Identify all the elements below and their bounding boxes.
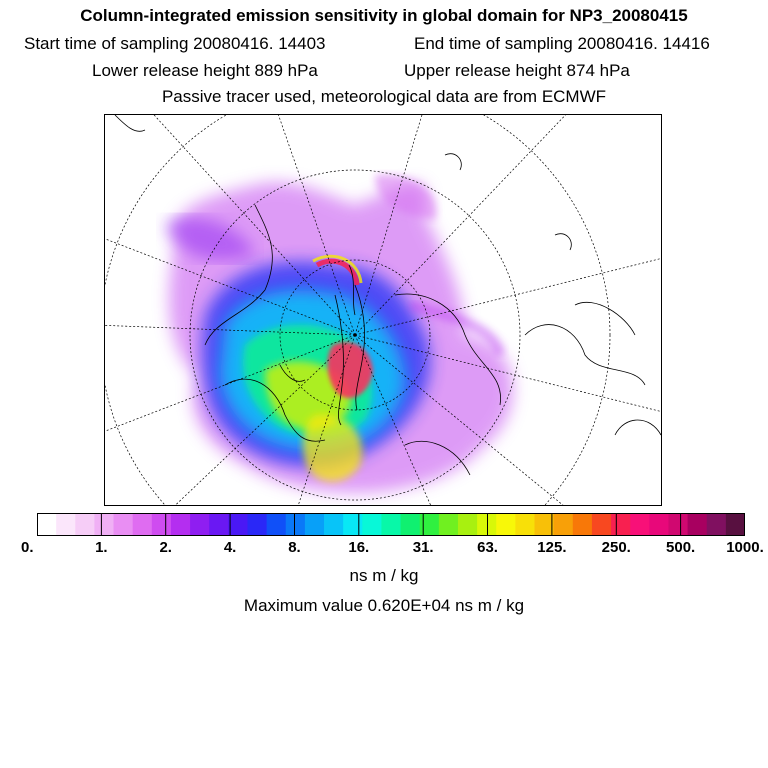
colorbar-tick-label: 500. [666,539,696,556]
colorbar-swatch [209,513,229,536]
colorbar-tick-label: 250. [601,539,631,556]
colorbar-swatch [151,513,172,536]
colorbar-swatch [343,513,363,536]
colorbar-swatch [457,513,478,536]
graticule [105,115,661,505]
colorbar-swatch [706,513,727,536]
colorbar-tick-label: 63. [477,539,498,556]
colorbar-swatch [37,513,57,536]
colorbar-swatch [515,513,536,536]
colorbar-tick-label: 31. [412,539,434,556]
colorbar-swatch [266,513,287,536]
colorbar [37,513,745,536]
colorbar-tick-label: 2. [159,539,172,556]
colorbar-swatch [94,513,115,536]
colorbar-tick-label: 16. [348,539,370,556]
colorbar-swatch [190,513,210,536]
colorbar-swatch [400,513,421,536]
sensitivity-map [104,114,662,506]
coastlines [114,115,661,476]
colorbar-swatch [687,513,708,536]
colorbar-swatch [668,513,689,536]
colorbar-swatch [304,513,325,536]
colorbar-swatch [591,513,612,536]
colorbar-swatch [649,513,670,536]
colorbar-swatch [496,513,516,536]
colorbar-tick-label: 0. [21,539,34,556]
colorbar-swatch [75,513,96,536]
colorbar-swatch [572,513,593,536]
colorbar-tick-label: 8. [288,539,301,556]
colorbar-tick-label: 125. [537,539,567,556]
colorbar-swatch [725,513,745,536]
colorbar-swatch [381,513,402,536]
end-time-label: End time of sampling 20080416. 14416 [414,34,710,53]
colorbar-swatch [362,513,383,536]
colorbar-swatch [285,513,306,536]
colorbar-swatch [170,513,191,536]
colorbar-swatch [113,513,134,536]
maximum-value-label: Maximum value 0.620E+04 ns m / kg [243,596,525,615]
colorbar-tick-label: 1. [95,539,108,556]
colorbar-swatch [630,513,650,536]
colorbar-tick-label: 1000. [726,539,764,556]
colorbar-unit-label: ns m / kg [349,566,419,585]
plot-title: Column-integrated emission sensitivity i… [80,6,688,25]
colorbar-swatch [611,513,631,536]
colorbar-tick-label: 4. [223,539,237,556]
colorbar-swatch [324,513,344,536]
start-time-label: Start time of sampling 20080416. 14403 [24,34,326,53]
upper-release-label: Upper release height 874 hPa [404,61,630,80]
colorbar-swatch [419,513,440,536]
tracer-note: Passive tracer used, meteorological data… [161,87,607,106]
colorbar-swatch [56,513,76,536]
colorbar-swatch [534,513,555,536]
colorbar-swatch [228,513,249,536]
emission-sensitivity-field [165,174,513,493]
lower-release-label: Lower release height 889 hPa [92,61,318,80]
colorbar-swatch [553,513,574,536]
colorbar-swatch [247,513,268,536]
colorbar-swatch [438,513,459,536]
colorbar-swatch [477,513,497,536]
colorbar-swatch [132,513,153,536]
